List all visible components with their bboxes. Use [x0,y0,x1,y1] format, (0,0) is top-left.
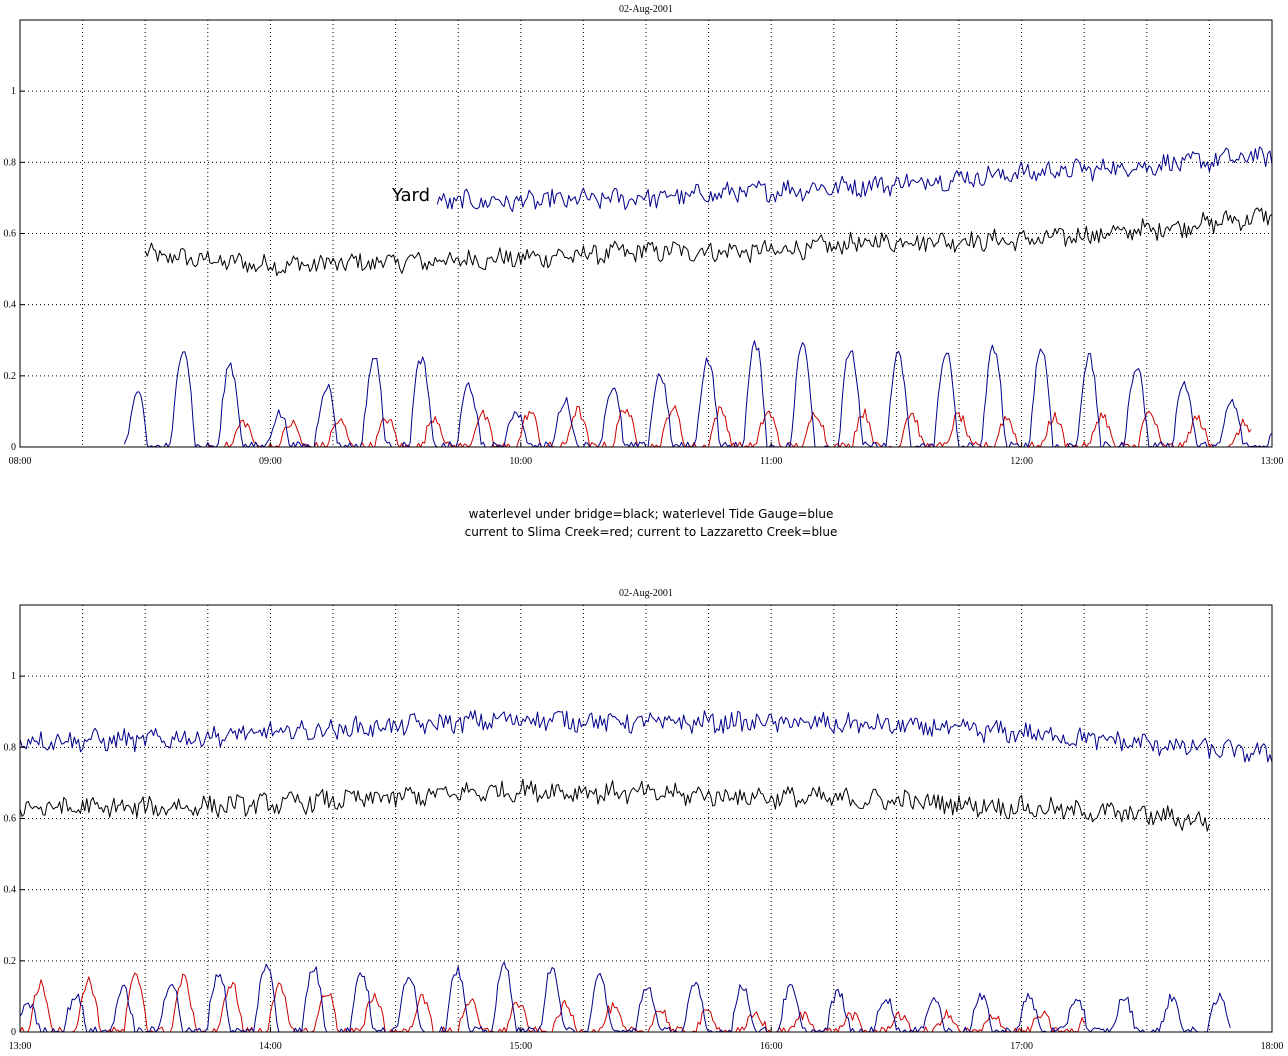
chart-bottom-y-ticks: 0 0.2 0.4 0.6 0.8 1 [4,671,25,1038]
series-line [123,340,1273,448]
chart-top-grid [20,20,1272,447]
y-tick-label: 0.4 [4,885,17,896]
x-tick-label: 13:00 [1261,456,1284,467]
x-tick-label: 13:00 [9,1041,32,1052]
y-tick-label: 0 [11,1027,16,1038]
y-tick-label: 0.8 [4,742,17,753]
y-tick-label: 0.2 [4,371,17,382]
chart-top: 02-Aug-2001 Yard 08:00 09:00 10:00 11:00 12:… [4,4,1284,467]
y-tick-label: 1 [11,671,16,682]
x-tick-label: 12:00 [1010,456,1033,467]
chart-top-y-ticks: 0 0.2 0.4 0.6 0.8 1 [4,86,25,453]
chart-bottom-x-ticks: 13:00 14:00 15:00 16:00 17:00 18:00 [9,1027,1284,1052]
x-tick-label: 16:00 [760,1041,783,1052]
chart-bottom-grid [20,605,1272,1032]
series-line [144,207,1273,276]
y-tick-label: 0.8 [4,157,17,168]
chart-bottom-title: 02-Aug-2001 [619,588,673,599]
y-tick-label: 0.6 [4,814,17,825]
x-tick-label: 18:00 [1261,1041,1284,1052]
legend-line-1: waterlevel under bridge=black; waterleve… [469,507,834,521]
chart-top-series [123,146,1273,448]
x-tick-label: 08:00 [9,456,32,467]
x-tick-label: 15:00 [509,1041,532,1052]
series-line [207,405,1252,448]
series-line [19,778,1210,832]
series-line [19,709,1273,763]
y-tick-label: 0.2 [4,956,17,967]
legend-line-2: current to Slima Creek=red; current to L… [465,525,838,539]
x-tick-label: 14:00 [259,1041,282,1052]
chart-bottom-series [19,709,1273,1033]
x-tick-label: 17:00 [1010,1041,1033,1052]
x-tick-label: 10:00 [509,456,532,467]
y-tick-label: 0.6 [4,229,17,240]
chart-top-x-ticks: 08:00 09:00 10:00 11:00 12:00 13:00 [9,442,1284,467]
chart-top-title: 02-Aug-2001 [619,4,673,15]
y-tick-label: 1 [11,86,16,97]
series-line [436,146,1273,212]
x-tick-label: 09:00 [259,456,282,467]
y-tick-label: 0 [11,442,16,453]
x-tick-label: 11:00 [760,456,782,467]
y-tick-label: 0.4 [4,300,17,311]
chart-top-annotation: Yard [391,185,430,206]
series-line [19,961,1231,1033]
chart-bottom: 02-Aug-2001 13:00 14:00 15:00 16:00 17:00 18:… [4,588,1284,1052]
